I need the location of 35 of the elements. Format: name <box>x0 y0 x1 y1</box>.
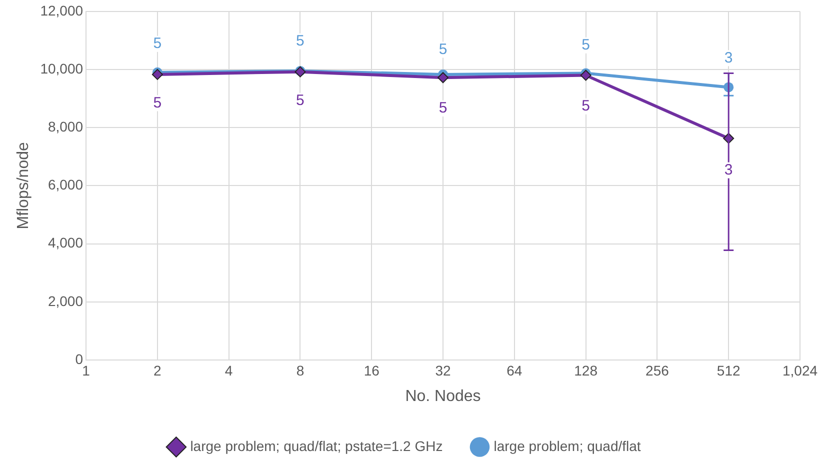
y-tick-label: 4,000 <box>48 234 84 251</box>
y-tick-label: 2,000 <box>48 292 84 309</box>
point <box>152 68 163 80</box>
annotation: 3 <box>724 49 733 66</box>
x-tick-label: 512 <box>716 362 740 378</box>
x-tick-label: 64 <box>506 362 522 378</box>
annotation: 5 <box>438 40 448 58</box>
x-tick-label: 2 <box>154 362 162 378</box>
x-tick-label: 1,024 <box>782 362 818 378</box>
annotation: 5 <box>438 100 448 117</box>
legend-label: large problem; quad/flat <box>494 438 641 454</box>
point <box>438 72 449 84</box>
y-axis-title: Mflops/node <box>15 142 32 230</box>
y-tick-label: 8,000 <box>48 118 84 134</box>
annotation: 5 <box>153 35 162 52</box>
x-tick-label: 128 <box>574 362 598 378</box>
annotation: 5 <box>296 92 304 110</box>
x-tick-label: 8 <box>296 362 304 378</box>
x-axis-title: No. Nodes <box>405 388 481 405</box>
legend-label: large problem; quad/flat; pstate=1.2 GHz <box>190 438 443 454</box>
x-tick-label: 256 <box>646 362 670 378</box>
x-tick-label: 16 <box>364 362 380 378</box>
annotation: 5 <box>153 94 162 112</box>
x-tick-label: 32 <box>435 362 452 378</box>
annotation: 5 <box>296 32 304 50</box>
y-tick-label: 0 <box>75 350 84 367</box>
annotation: 5 <box>582 36 590 54</box>
annotation: 5 <box>582 98 590 115</box>
x-tick-label: 4 <box>224 362 233 378</box>
y-tick-label: 10,000 <box>40 60 84 76</box>
y-tick-label: 12,000 <box>40 2 84 18</box>
point <box>580 70 592 81</box>
annotation: 3 <box>724 161 733 178</box>
x-tick-label: 1 <box>82 362 90 378</box>
y-tick-label: 6,000 <box>48 176 84 193</box>
